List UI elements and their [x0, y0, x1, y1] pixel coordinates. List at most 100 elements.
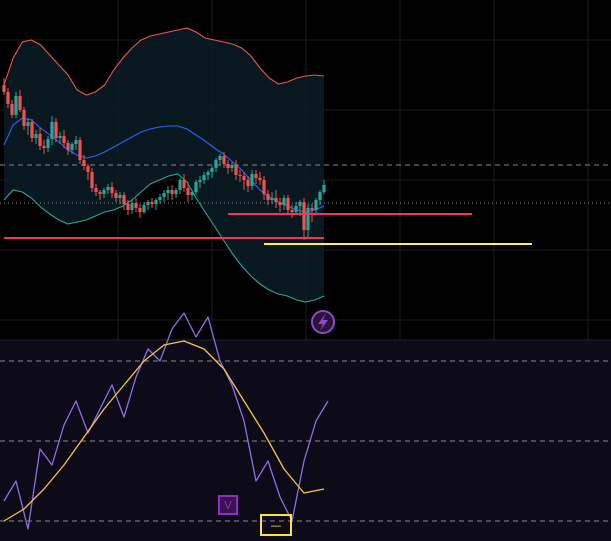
candle[interactable] — [70, 142, 74, 154]
candle[interactable] — [118, 192, 122, 204]
down-marker[interactable]: V — [218, 495, 238, 515]
candle[interactable] — [270, 192, 274, 204]
candle[interactable] — [162, 190, 166, 202]
candle[interactable] — [42, 140, 46, 154]
candle[interactable] — [94, 184, 98, 196]
candle[interactable] — [38, 128, 42, 150]
candle-body — [42, 146, 46, 148]
candle-body — [270, 198, 274, 200]
candle[interactable] — [186, 182, 190, 202]
candle[interactable] — [102, 188, 106, 198]
candle[interactable] — [230, 162, 234, 172]
candle[interactable] — [190, 190, 194, 200]
candle[interactable] — [86, 164, 90, 180]
candle[interactable] — [90, 168, 94, 192]
candle[interactable] — [274, 190, 278, 208]
candle[interactable] — [134, 198, 138, 212]
candle[interactable] — [318, 190, 322, 205]
candle[interactable] — [206, 170, 210, 180]
candle[interactable] — [110, 182, 114, 198]
candle[interactable] — [266, 190, 270, 205]
candle[interactable] — [34, 130, 38, 144]
candle[interactable] — [202, 172, 206, 184]
candle[interactable] — [6, 88, 10, 108]
candle[interactable] — [66, 140, 70, 155]
candle-body — [122, 195, 126, 204]
candle[interactable] — [14, 92, 18, 118]
candle[interactable] — [322, 180, 326, 194]
candle-body — [202, 175, 206, 180]
bollinger-basis-line[interactable] — [3, 117, 325, 213]
candle[interactable] — [210, 166, 214, 178]
candle[interactable] — [54, 118, 58, 142]
candle[interactable] — [138, 204, 142, 218]
candle[interactable] — [254, 170, 258, 184]
candle[interactable] — [278, 198, 282, 212]
candle-body — [10, 104, 14, 115]
candle[interactable] — [62, 130, 66, 148]
signal-line[interactable] — [3, 340, 325, 522]
oscillator-pane[interactable]: V— — [0, 312, 611, 541]
candle[interactable] — [294, 202, 298, 214]
candle[interactable] — [18, 90, 22, 112]
candle[interactable] — [78, 137, 82, 164]
candle[interactable] — [282, 195, 286, 210]
candle[interactable] — [26, 118, 30, 135]
candle[interactable] — [170, 185, 174, 200]
candle[interactable] — [178, 178, 182, 194]
candle[interactable] — [126, 200, 130, 215]
candle[interactable] — [198, 176, 202, 188]
candle[interactable] — [218, 154, 222, 165]
candle-body — [214, 160, 218, 168]
candle[interactable] — [222, 152, 226, 168]
candle[interactable] — [214, 158, 218, 172]
candle-body — [94, 188, 98, 192]
price-pane[interactable] — [0, 27, 611, 303]
candle[interactable] — [58, 132, 62, 144]
dash-marker[interactable]: — — [260, 514, 292, 536]
candle-body — [290, 210, 294, 212]
candle[interactable] — [22, 107, 26, 130]
candle[interactable] — [150, 198, 154, 208]
candle[interactable] — [258, 172, 262, 185]
candle[interactable] — [262, 176, 266, 200]
candle[interactable] — [46, 136, 50, 152]
candle[interactable] — [226, 160, 230, 174]
candle[interactable] — [30, 119, 34, 142]
candle[interactable] — [238, 170, 242, 182]
candle-body — [198, 180, 202, 182]
candle[interactable] — [286, 195, 290, 215]
bollinger-upper-line[interactable] — [3, 27, 325, 96]
candle[interactable] — [306, 204, 310, 238]
candle[interactable] — [82, 155, 86, 170]
lightning-bolt-icon[interactable] — [311, 310, 335, 334]
candle[interactable] — [166, 186, 170, 200]
candle[interactable] — [182, 174, 186, 192]
candle[interactable] — [234, 160, 238, 180]
candle[interactable] — [106, 184, 110, 194]
candle-body — [226, 164, 230, 168]
candle-body — [266, 194, 270, 200]
candle[interactable] — [174, 188, 178, 198]
candle[interactable] — [314, 198, 318, 214]
candle[interactable] — [10, 100, 14, 118]
candle[interactable] — [142, 202, 146, 214]
candle[interactable] — [50, 116, 54, 145]
candle[interactable] — [194, 180, 198, 195]
candle[interactable] — [154, 198, 158, 210]
candle[interactable] — [302, 198, 306, 240]
candle[interactable] — [146, 200, 150, 210]
candle[interactable] — [74, 136, 78, 150]
bollinger-lower-line[interactable] — [3, 173, 325, 303]
candle[interactable] — [114, 190, 118, 202]
candle[interactable] — [122, 192, 126, 210]
candle-body — [46, 139, 50, 148]
candle[interactable] — [246, 176, 250, 192]
candle[interactable] — [242, 172, 246, 190]
candle[interactable] — [290, 205, 294, 218]
candle[interactable] — [250, 170, 254, 190]
candle[interactable] — [2, 78, 6, 95]
candle[interactable] — [130, 200, 134, 214]
candle[interactable] — [158, 194, 162, 204]
candle[interactable] — [98, 190, 102, 200]
